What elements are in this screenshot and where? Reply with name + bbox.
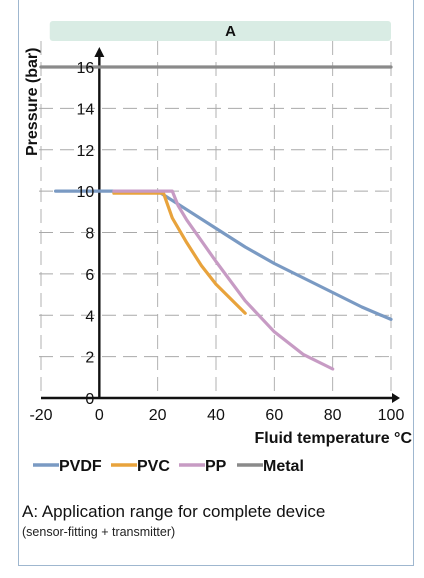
y-tick-label: 6 [85,267,94,284]
y-tick-label: 0 [85,391,94,408]
x-tick-label: 0 [95,407,104,424]
legend-label-pvc: PVC [137,458,170,475]
series-line-pvdf [53,189,393,321]
footnote-sub: (sensor-fitting + transmitter) [22,525,176,539]
y-tick-label: 4 [85,308,94,325]
footnote: A: Application range for complete device… [22,501,412,541]
x-axis-arrow [392,393,400,403]
series-line-pvc [112,191,247,315]
x-tick-label: 100 [378,407,405,424]
y-tick-label: 2 [85,350,94,367]
x-tick-label: -20 [29,407,52,424]
legend: PVDF PVC PP Metal [33,458,304,475]
range-band [49,21,391,41]
x-tick-label: 20 [149,407,167,424]
axes [41,47,400,403]
legend-label-pvdf: PVDF [59,458,102,475]
footnote-main: A: Application range for complete device [22,502,326,521]
series-line-pp [112,189,335,371]
y-tick-label: 16 [77,60,95,77]
range-band-label: A [225,23,236,40]
x-tick-label: 80 [324,407,342,424]
series-lines [39,65,393,371]
legend-label-pp: PP [205,458,227,475]
y-tick-label: 8 [85,226,94,243]
y-tick-label: 10 [77,184,95,201]
grid: A [39,21,392,398]
y-axis-arrow [94,47,105,57]
tick-labels: 0 2 4 6 8 10 12 14 16 -20 0 20 40 60 80 100 Pressure (ba… [24,48,412,448]
y-tick-label: 12 [77,143,95,160]
y-axis-title: Pressure (bar) [24,48,41,157]
x-tick-label: 60 [265,407,283,424]
legend-label-metal: Metal [263,458,304,475]
y-tick-label: 14 [77,101,95,118]
x-axis-title: Fluid temperature °C [254,430,412,447]
x-tick-label: 40 [207,407,225,424]
